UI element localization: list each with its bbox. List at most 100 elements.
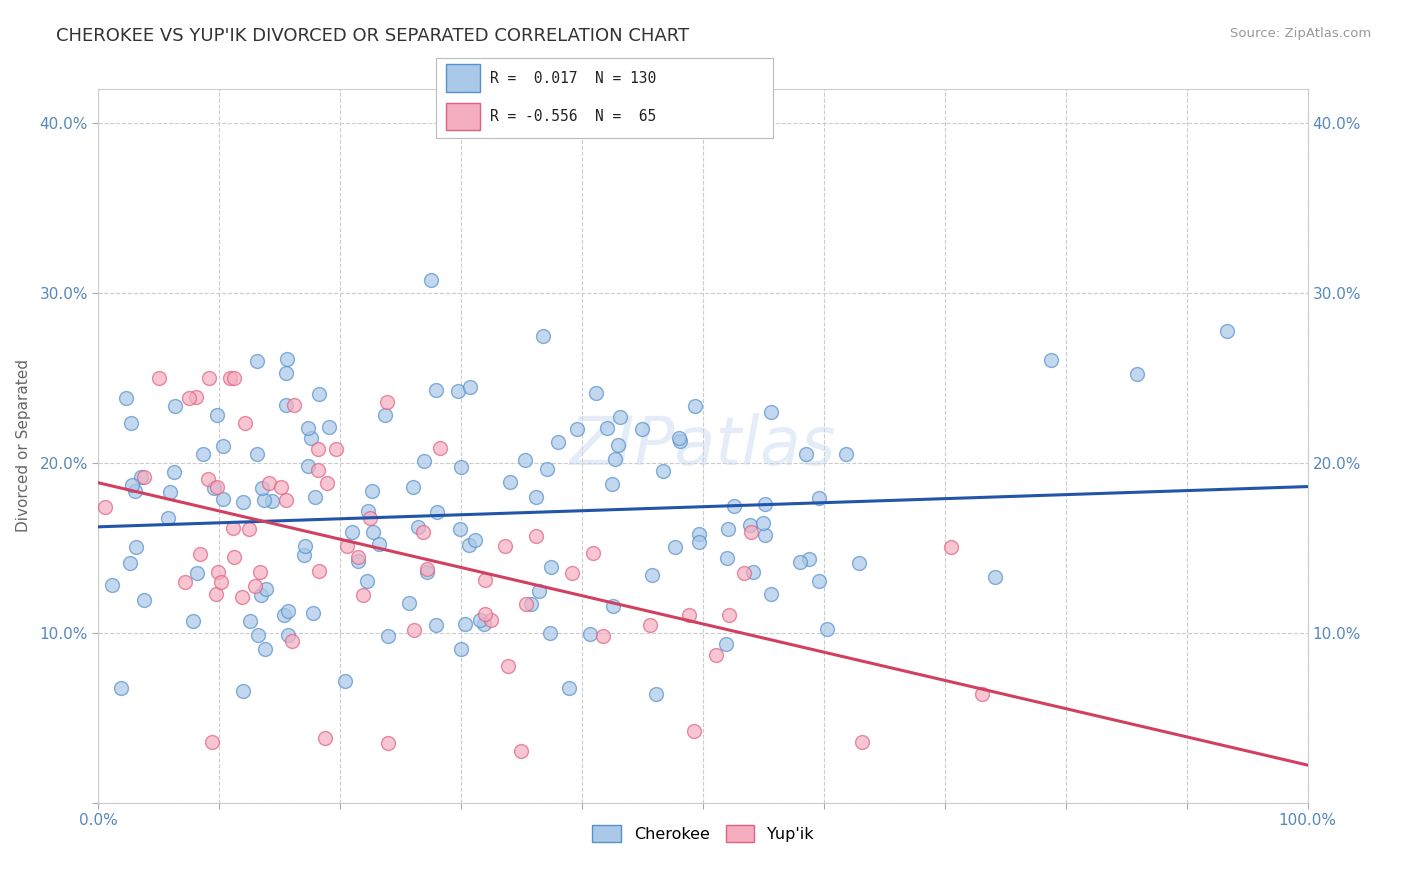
Point xyxy=(398,596,420,610)
Point xyxy=(494,539,516,553)
Point xyxy=(558,681,581,695)
Point xyxy=(357,504,380,518)
Point xyxy=(283,398,305,412)
Point xyxy=(115,391,138,405)
Point xyxy=(325,442,347,456)
Point xyxy=(425,384,447,398)
Point xyxy=(361,483,384,498)
Point xyxy=(132,469,155,483)
Point xyxy=(416,562,439,576)
Point xyxy=(198,371,221,385)
Point xyxy=(740,524,762,539)
Point xyxy=(450,642,472,657)
Point xyxy=(582,546,605,560)
Point xyxy=(297,458,319,473)
Point xyxy=(238,523,260,537)
Point xyxy=(276,351,298,366)
Point xyxy=(538,626,561,640)
Point xyxy=(609,410,631,425)
Point xyxy=(377,394,399,409)
Point xyxy=(304,490,326,504)
Point xyxy=(277,628,299,642)
Point xyxy=(1039,353,1062,368)
Point xyxy=(277,604,299,618)
Point xyxy=(222,521,245,535)
Point xyxy=(474,607,496,622)
Point xyxy=(638,618,661,632)
Bar xyxy=(446,103,479,130)
Point xyxy=(645,687,668,701)
Point xyxy=(406,519,429,533)
Point xyxy=(273,607,295,622)
Point xyxy=(454,617,477,632)
Point xyxy=(125,540,148,554)
Point xyxy=(547,434,569,449)
Point xyxy=(596,421,619,435)
Point xyxy=(524,490,547,504)
Point xyxy=(232,684,254,698)
Point xyxy=(335,674,357,689)
Point xyxy=(281,633,304,648)
Point xyxy=(472,617,495,632)
Point xyxy=(254,641,277,656)
Point xyxy=(416,566,439,580)
Point xyxy=(682,723,704,738)
Point xyxy=(336,539,359,553)
Point xyxy=(377,629,399,643)
Point xyxy=(799,552,821,566)
Point xyxy=(249,565,271,579)
Point xyxy=(243,579,266,593)
Point xyxy=(426,505,449,519)
Point xyxy=(592,629,614,643)
Point xyxy=(132,592,155,607)
Point xyxy=(688,535,710,549)
Point xyxy=(209,575,232,590)
Point xyxy=(156,511,179,525)
Point xyxy=(246,354,269,368)
Point xyxy=(260,494,283,508)
Point xyxy=(420,272,443,286)
Point xyxy=(520,597,543,611)
Point xyxy=(307,442,329,456)
Point xyxy=(314,731,336,745)
Point xyxy=(340,524,363,539)
Point xyxy=(664,540,686,554)
Point xyxy=(179,391,201,405)
Point xyxy=(181,614,204,628)
Point xyxy=(457,538,479,552)
Point xyxy=(717,522,740,536)
Point xyxy=(678,608,700,623)
Text: R =  0.017  N = 130: R = 0.017 N = 130 xyxy=(489,70,657,86)
Point xyxy=(129,470,152,484)
Point xyxy=(232,495,254,509)
Point xyxy=(368,537,391,551)
Point xyxy=(404,624,426,638)
Point xyxy=(352,588,374,602)
Point xyxy=(94,500,117,515)
Point xyxy=(450,460,472,475)
Point xyxy=(299,432,322,446)
Point xyxy=(848,556,870,570)
Point xyxy=(359,511,381,525)
Point xyxy=(602,477,624,491)
Point xyxy=(740,518,762,533)
Point xyxy=(515,597,537,611)
Point xyxy=(250,588,273,602)
Point xyxy=(716,637,738,651)
Point xyxy=(270,480,292,494)
Point xyxy=(361,524,384,539)
Point xyxy=(668,434,690,448)
Point xyxy=(460,379,482,393)
Point xyxy=(100,578,122,592)
Point xyxy=(252,493,274,508)
Point xyxy=(565,422,588,436)
Point xyxy=(318,419,340,434)
Point xyxy=(631,422,654,436)
Y-axis label: Divorced or Separated: Divorced or Separated xyxy=(17,359,31,533)
Point xyxy=(212,492,235,507)
Point xyxy=(561,566,583,581)
Point xyxy=(704,648,727,663)
Point xyxy=(246,628,269,642)
Point xyxy=(716,550,738,565)
Point xyxy=(941,541,963,555)
